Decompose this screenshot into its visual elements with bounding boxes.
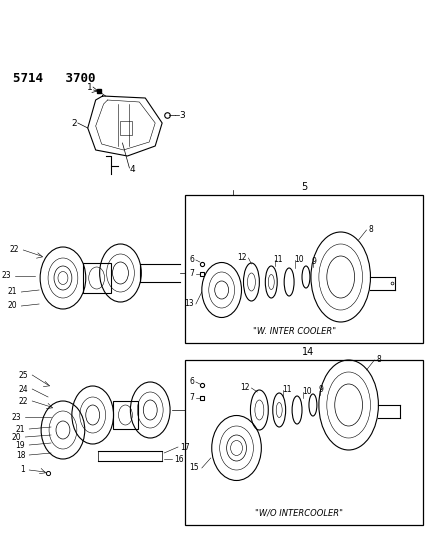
Bar	[185, 195, 423, 343]
Text: 19: 19	[16, 440, 25, 449]
Text: 12: 12	[240, 384, 250, 392]
Text: 20: 20	[8, 302, 17, 311]
Bar	[120, 121, 132, 135]
Text: 3: 3	[179, 110, 185, 119]
Text: 5: 5	[301, 182, 307, 192]
Text: 16: 16	[174, 455, 184, 464]
Text: 23: 23	[2, 271, 12, 280]
Text: 1: 1	[87, 84, 92, 93]
Text: 9: 9	[312, 257, 317, 266]
Text: 21: 21	[16, 424, 25, 433]
Text: 12: 12	[237, 253, 247, 262]
Text: 21: 21	[8, 287, 17, 296]
Text: 6: 6	[189, 255, 194, 264]
Text: "W. INTER COOLER": "W. INTER COOLER"	[253, 327, 336, 335]
Text: 6: 6	[189, 377, 194, 386]
Text: 14: 14	[302, 347, 314, 357]
Text: 18: 18	[16, 450, 25, 459]
Text: 15: 15	[189, 464, 199, 472]
Text: 10: 10	[302, 387, 312, 397]
Text: 5714   3700: 5714 3700	[13, 71, 96, 85]
Text: 7: 7	[189, 393, 194, 402]
Text: 22: 22	[10, 246, 19, 254]
Text: 10: 10	[294, 255, 304, 264]
Bar	[185, 360, 423, 525]
Text: 9: 9	[319, 385, 324, 394]
Text: 8: 8	[376, 356, 381, 365]
Text: 25: 25	[18, 370, 28, 379]
Bar	[113, 401, 138, 429]
Text: "W/O INTERCOOLER": "W/O INTERCOOLER"	[255, 508, 343, 518]
Text: 8: 8	[369, 225, 373, 235]
Text: 24: 24	[18, 384, 28, 393]
Text: 2: 2	[71, 118, 77, 127]
Text: 7: 7	[189, 270, 194, 279]
Text: 4: 4	[130, 166, 135, 174]
Text: 11: 11	[282, 385, 291, 394]
Text: 17: 17	[180, 442, 190, 451]
Text: 13: 13	[184, 300, 194, 309]
Text: 22: 22	[19, 397, 28, 406]
Bar	[83, 263, 110, 293]
Text: 20: 20	[12, 432, 21, 441]
Text: 11: 11	[273, 255, 283, 264]
Text: 1: 1	[21, 465, 25, 474]
Text: 23: 23	[12, 413, 21, 422]
